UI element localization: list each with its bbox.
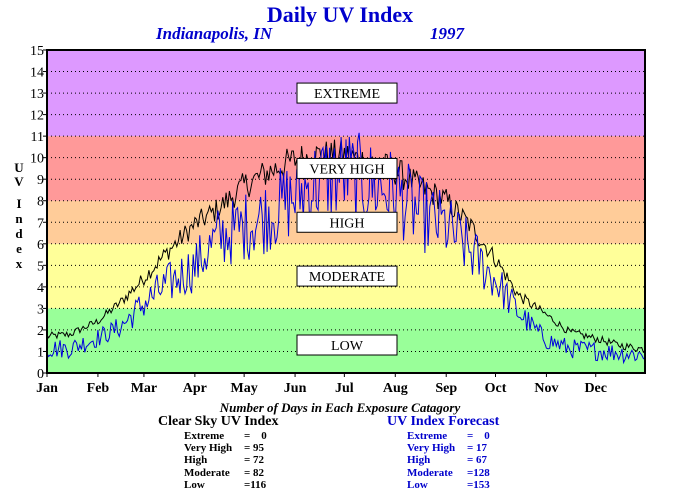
summary-row-label: High: [407, 454, 431, 467]
x-tick-label: Aug: [383, 381, 408, 396]
band-label-moderate: MODERATE: [296, 265, 398, 287]
y-tick-label: 12: [30, 109, 44, 124]
forecast-table: Extreme = 0 Very High = 17 High = 67 Moderate =…: [407, 430, 490, 491]
summary-row: Moderate =128: [407, 467, 490, 479]
x-tick-label: Mar: [131, 381, 157, 396]
summary-row-label: Very High: [407, 442, 456, 455]
summary-row-value: = 72: [244, 454, 265, 467]
summary-row-value: = 82: [244, 466, 265, 479]
y-tick-label: 5: [37, 259, 44, 274]
summary-row-label: Moderate: [184, 466, 230, 479]
summary-row: High = 72: [184, 454, 267, 466]
band-label-text: VERY HIGH: [309, 162, 384, 177]
band-label-text: HIGH: [330, 216, 365, 231]
y-axis-label-letter: n: [15, 211, 23, 226]
x-tick-label: Nov: [534, 381, 558, 396]
x-tick-label: Sep: [435, 381, 457, 396]
y-axis-label-letter: x: [15, 256, 23, 271]
y-tick-label: 4: [37, 281, 44, 296]
band-label-high: HIGH: [296, 211, 398, 233]
summary-row-value: = 17: [467, 442, 488, 455]
chart-title: Daily UV Index: [266, 2, 414, 27]
x-tick-label: Apr: [183, 381, 207, 396]
y-tick-label: 9: [37, 173, 44, 188]
y-axis-label-letter: e: [16, 241, 22, 256]
x-tick-label: Jan: [36, 381, 58, 396]
summary-row-value: =153: [467, 478, 490, 491]
series-line-forecast: [46, 132, 646, 365]
summary-row: Low =153: [407, 479, 490, 491]
y-tick-label: 8: [37, 195, 44, 210]
summary-row-label: Extreme: [407, 430, 448, 442]
y-tick-label: 14: [30, 66, 44, 81]
band-label-box: [296, 265, 398, 287]
summary-row: Very High = 95: [184, 442, 267, 454]
clear-sky-table: Extreme = 0 Very High = 95 High = 72 Moderate =…: [184, 430, 267, 491]
summary-row-value: =128: [467, 466, 490, 479]
y-tick-label: 0: [37, 367, 44, 382]
summary-row: Extreme = 0: [184, 430, 267, 442]
summary-row-value: = 67: [467, 454, 488, 467]
summary-row-label: Very High: [184, 442, 233, 455]
summary-row-value: = 0: [467, 430, 490, 442]
x-tick-label: Jul: [335, 381, 354, 396]
summary-row: Moderate = 82: [184, 467, 267, 479]
summary-row-value: = 0: [244, 430, 267, 442]
band-label-box: [296, 211, 398, 233]
chart-location: Indianapolis, IN: [156, 24, 273, 43]
summary-row: Very High = 17: [407, 442, 490, 454]
band-label-box: [296, 82, 398, 104]
band-label-very-high: VERY HIGH: [296, 157, 398, 179]
y-axis-label-letter: V: [14, 174, 24, 189]
x-tick-label: Dec: [584, 381, 607, 396]
y-tick-label: 11: [31, 130, 44, 145]
band-label-low: LOW: [296, 334, 398, 356]
y-tick-label: 1: [37, 345, 44, 360]
summary-row-label: Moderate: [407, 466, 453, 479]
summary-row: Extreme = 0: [407, 430, 490, 442]
y-tick-label: 3: [37, 302, 44, 317]
x-tick-label: May: [231, 381, 258, 396]
y-tick-label: 13: [30, 87, 44, 102]
y-tick-label: 7: [37, 216, 44, 231]
summary-row: Low =116: [184, 479, 267, 491]
summary-caption: Number of Days in Each Exposure Catagory: [219, 400, 461, 415]
y-tick-label: 10: [30, 152, 44, 167]
x-tick-label: Oct: [485, 381, 507, 396]
clear-sky-heading: Clear Sky UV Index: [158, 414, 279, 429]
summary-row-value: = 95: [244, 442, 265, 455]
band-label-text: MODERATE: [309, 270, 385, 285]
y-axis-label-letter: I: [16, 196, 22, 211]
summary-row-label: Low: [184, 478, 205, 491]
band-label-box: [296, 157, 398, 179]
y-axis-label-letter: U: [14, 160, 24, 175]
summary-row-label: Extreme: [184, 430, 225, 442]
x-tick-label: Feb: [87, 381, 110, 396]
summary-row: High = 67: [407, 454, 490, 466]
band-label-extreme: EXTREME: [296, 82, 398, 104]
y-tick-label: 2: [37, 324, 44, 339]
plot-border: [46, 49, 646, 374]
x-tick-label: Jun: [284, 381, 307, 396]
summary-row-value: =116: [244, 478, 267, 491]
y-axis-label-letter: d: [15, 226, 23, 241]
band-label-text: EXTREME: [314, 87, 380, 102]
band-label-box: [296, 334, 398, 356]
y-tick-label: 6: [37, 238, 44, 253]
summary-row-label: Low: [407, 478, 428, 491]
band-label-text: LOW: [331, 339, 364, 354]
forecast-heading: UV Index Forecast: [387, 414, 500, 429]
y-tick-label: 15: [30, 44, 44, 59]
summary-row-label: High: [184, 454, 208, 467]
chart-year: 1997: [430, 24, 464, 43]
